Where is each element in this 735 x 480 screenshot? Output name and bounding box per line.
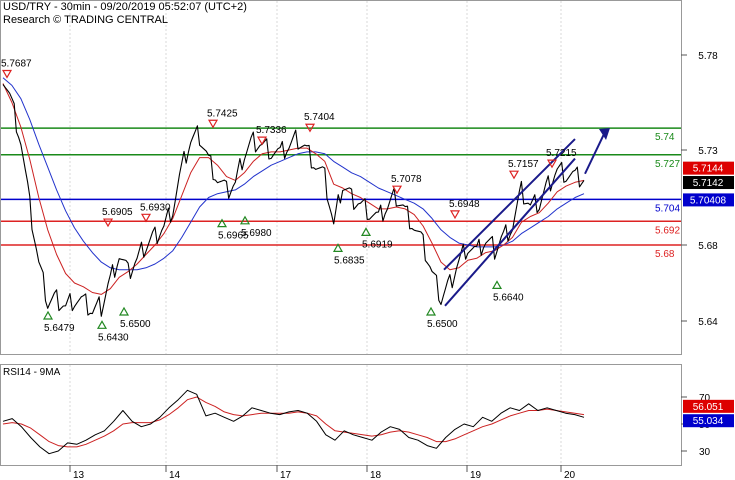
swing-low-marker	[118, 306, 130, 316]
price-tags: 5.7144 5.7142 5.70408 56.051 55.034	[683, 161, 734, 428]
rsi-tick-label: 30	[699, 447, 711, 458]
swing-high-label: 5.7215	[546, 148, 577, 159]
swing-low-marker	[332, 243, 344, 252]
moving-average-slow	[2, 77, 585, 271]
rsi-panel-frame	[0, 364, 682, 466]
swing-high-marker	[207, 119, 219, 129]
y-tick-label: 5.68	[698, 241, 718, 252]
price-tag-box	[683, 193, 734, 207]
rsi-tag-box	[683, 414, 734, 428]
swing-high-marker	[140, 213, 152, 223]
level-label: 5.74	[655, 132, 675, 143]
swing-high-label: 5.7687	[1, 58, 32, 69]
swing-low-marker	[360, 227, 372, 236]
level-label: 5.68	[655, 249, 675, 260]
swing-low-label: 5.6479	[44, 323, 75, 334]
swing-low-marker	[216, 218, 228, 228]
rsi-tag-box	[683, 399, 734, 413]
price-tag-label: 5.7144	[693, 164, 724, 175]
swing-low-label: 5.6430	[98, 332, 129, 343]
x-tick-label: 13	[73, 470, 85, 480]
forecast-arrowhead	[599, 127, 610, 140]
swing-high-label: 5.7425	[207, 108, 238, 119]
price-tag-label: 5.7142	[693, 178, 724, 189]
swing-low-marker	[425, 306, 437, 316]
swing-high-label: 5.7157	[508, 159, 539, 170]
swing-high-marker	[304, 123, 316, 133]
rsi-panel-title: RSI14 - 9MA	[3, 367, 61, 378]
trend-channel	[443, 127, 610, 307]
channel-line	[444, 157, 576, 307]
price-tag-box	[683, 176, 734, 190]
swing-high-marker	[1, 69, 13, 79]
channel-line	[443, 138, 576, 271]
swing-high-label: 5.7404	[304, 112, 335, 123]
y-tick-label: 5.73	[698, 146, 718, 157]
swing-low-label: 5.6835	[334, 255, 365, 266]
price-tag-label: 5.70408	[690, 195, 727, 206]
swing-high-label: 5.7336	[256, 125, 287, 136]
support-resistance-levels: 5.74 5.727 5.704 5.692 5.68	[1, 127, 681, 260]
price-series	[2, 77, 585, 317]
chart-title: USD/TRY - 30min - 09/20/2019 05:52:07 (U…	[3, 1, 247, 13]
moving-average-fast	[2, 83, 585, 295]
rsi-moving-average	[2, 396, 585, 448]
swing-low-marker	[42, 310, 54, 320]
level-label: 5.727	[655, 159, 680, 170]
swing-high-label: 5.6905	[102, 207, 133, 218]
swing-high-marker	[391, 185, 403, 195]
swing-low-label: 5.6919	[362, 239, 393, 250]
price-tag-box	[683, 161, 734, 175]
swing-low-label: 5.6500	[427, 319, 458, 330]
x-tick-label: 19	[470, 470, 482, 480]
swing-markers: 5.7687 5.6905 5.6930 5.7425 5.7336 5.7404 5.70…	[1, 58, 577, 343]
rsi-tag-label: 55.034	[693, 416, 724, 427]
swing-high-label: 5.7078	[391, 174, 422, 185]
swing-high-marker	[102, 218, 114, 228]
swing-high-marker	[449, 210, 461, 220]
swing-high-label: 5.6948	[449, 199, 480, 210]
swing-high-marker	[546, 159, 558, 169]
swing-low-label: 5.6640	[493, 292, 524, 303]
swing-low-marker	[491, 280, 503, 289]
rsi-series	[2, 389, 585, 455]
x-tick-label: 17	[280, 470, 292, 480]
x-tick-label: 18	[370, 470, 382, 480]
y-tick-label: 5.64	[698, 317, 718, 328]
y-tick-label: 5.78	[698, 51, 718, 62]
level-label: 5.692	[655, 225, 680, 236]
swing-high-marker	[256, 136, 268, 146]
grid	[69, 1, 562, 465]
x-tick-label: 20	[564, 470, 576, 480]
rsi-tick-label: 70	[699, 393, 711, 404]
level-label: 5.704	[655, 203, 680, 214]
swing-high-label: 5.6930	[140, 202, 171, 213]
forecast-arrow-shaft	[584, 131, 606, 175]
swing-low-marker	[239, 215, 251, 225]
price-panel-frame	[0, 0, 682, 355]
rsi-line	[2, 389, 585, 455]
x-tick-label: 14	[169, 470, 181, 480]
swing-high-marker	[508, 170, 520, 180]
swing-low-label: 5.6965	[218, 231, 249, 242]
chart-subtitle: Research © TRADING CENTRAL	[3, 14, 168, 26]
swing-low-marker	[96, 320, 108, 329]
swing-low-label: 5.6980	[241, 228, 272, 239]
swing-low-label: 5.6500	[120, 319, 151, 330]
rsi-tag-label: 56.051	[693, 402, 724, 413]
price-line	[2, 84, 585, 317]
